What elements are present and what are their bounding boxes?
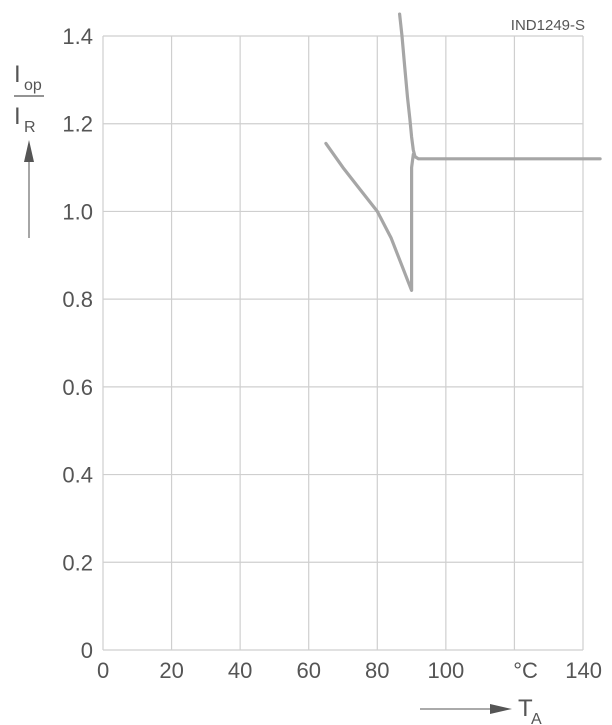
y-arrow-head-icon bbox=[24, 140, 34, 162]
y-tick-label: 0.6 bbox=[62, 375, 93, 400]
x-tick-labels: 0 20 40 60 80 100 140 °C bbox=[97, 658, 602, 683]
x-label-sub: A bbox=[531, 711, 542, 725]
figure-code: IND1249-S bbox=[511, 17, 585, 34]
series bbox=[324, 12, 602, 292]
y-label-denominator-sub: R bbox=[24, 119, 36, 136]
x-tick-label: 80 bbox=[365, 658, 389, 683]
y-tick-labels: 0 0.2 0.4 0.6 0.8 1.0 1.2 1.4 bbox=[62, 24, 93, 663]
y-axis-label: I op I R bbox=[14, 61, 44, 238]
y-tick-label: 0.2 bbox=[62, 550, 93, 575]
x-axis-label: T A bbox=[420, 695, 542, 725]
series-line bbox=[324, 141, 602, 292]
x-tick-label: 0 bbox=[97, 658, 109, 683]
x-tick-label: 100 bbox=[427, 658, 464, 683]
y-label-denominator: I bbox=[14, 103, 21, 130]
y-tick-label: 1.4 bbox=[62, 24, 93, 49]
y-tick-label: 0.4 bbox=[62, 463, 93, 488]
grid bbox=[102, 35, 584, 651]
x-label: T bbox=[518, 695, 533, 722]
y-tick-label: 0.8 bbox=[62, 287, 93, 312]
x-tick-label: 40 bbox=[228, 658, 252, 683]
x-tick-label: 140 bbox=[565, 658, 602, 683]
x-unit-label: °C bbox=[513, 658, 538, 683]
y-tick-label: 1.2 bbox=[62, 112, 93, 137]
y-label-numerator-sub: op bbox=[24, 77, 42, 94]
y-tick-label: 0 bbox=[81, 638, 93, 663]
x-tick-label: 60 bbox=[296, 658, 320, 683]
y-label-numerator: I bbox=[14, 61, 21, 88]
x-arrow-head-icon bbox=[490, 704, 512, 714]
x-tick-label: 20 bbox=[159, 658, 183, 683]
series-line bbox=[398, 12, 417, 159]
y-tick-label: 1.0 bbox=[62, 199, 93, 224]
